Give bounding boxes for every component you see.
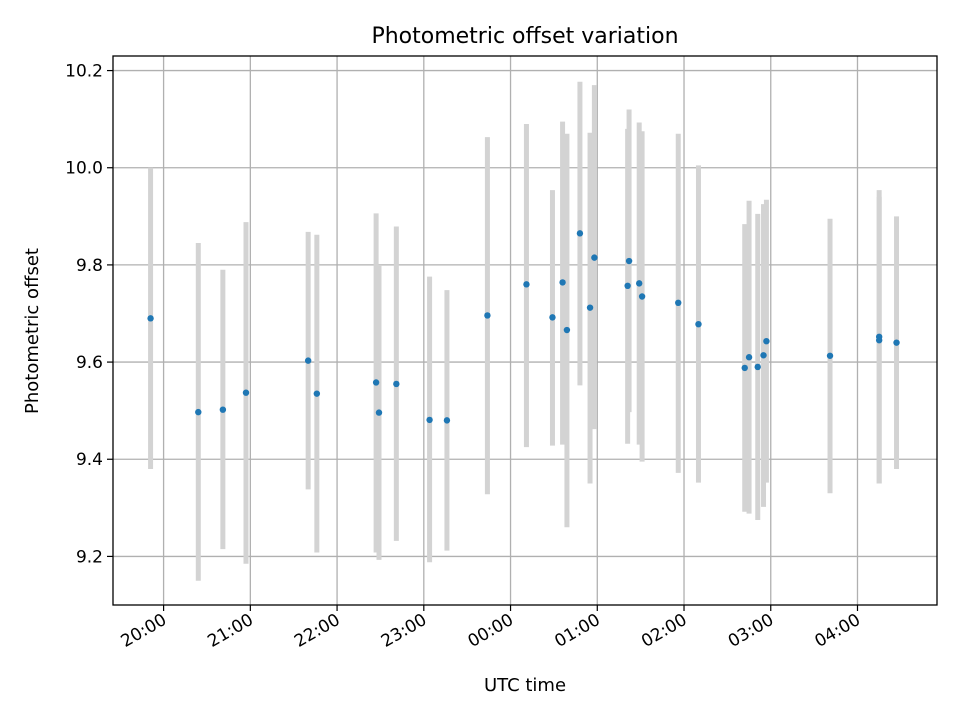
x-tick-label: 02:00 (638, 610, 690, 652)
x-tick-label: 20:00 (118, 610, 170, 652)
y-tick-label: 9.4 (76, 450, 103, 470)
chart-title: Photometric offset variation (371, 24, 678, 49)
data-point (426, 416, 433, 424)
data-point (219, 406, 227, 413)
x-tick-label: 23:00 (378, 610, 430, 652)
data-point (591, 254, 598, 261)
data-point (484, 312, 491, 319)
data-point (893, 339, 900, 346)
data-point (304, 357, 312, 364)
data-point (393, 380, 400, 388)
data-point (826, 352, 834, 359)
y-tick-label: 10.0 (65, 159, 103, 179)
data-point (523, 281, 530, 288)
y-tick-label: 10.2 (65, 62, 103, 82)
data-point (760, 352, 767, 359)
data-point (875, 337, 883, 344)
y-axis-label: Photometric offset (22, 248, 43, 414)
y-tick-label: 9.8 (76, 256, 103, 276)
point-layer (147, 230, 900, 424)
data-point (372, 379, 380, 386)
data-point (754, 363, 761, 371)
data-point (375, 409, 383, 416)
x-axis-label: UTC time (484, 675, 566, 696)
errorbar-layer (148, 81, 900, 581)
x-tick-label: 04:00 (812, 610, 864, 652)
data-point (559, 279, 566, 286)
x-tick-label: 01:00 (551, 610, 603, 652)
y-tick-label: 9.6 (76, 353, 103, 373)
data-point (443, 417, 451, 424)
plot-frame (112, 55, 938, 606)
data-point (636, 280, 643, 287)
x-tick-label: 00:00 (465, 610, 517, 652)
data-point (195, 408, 202, 416)
data-point (624, 282, 631, 290)
x-tick-label: 21:00 (204, 610, 256, 652)
data-point (763, 337, 770, 345)
y-tick-label: 9.2 (76, 547, 103, 567)
data-point (675, 299, 682, 307)
data-point (242, 389, 250, 396)
data-point (563, 326, 571, 334)
data-point (745, 354, 753, 361)
data-point (638, 293, 646, 300)
data-point (147, 315, 154, 322)
data-point (576, 230, 584, 237)
x-tick-label: 03:00 (725, 610, 777, 652)
data-point (586, 304, 594, 311)
data-point (741, 364, 748, 372)
data-point (313, 390, 321, 397)
data-point (549, 314, 556, 321)
data-point (695, 320, 702, 328)
x-tick-label: 22:00 (291, 610, 343, 652)
data-point (625, 257, 633, 265)
